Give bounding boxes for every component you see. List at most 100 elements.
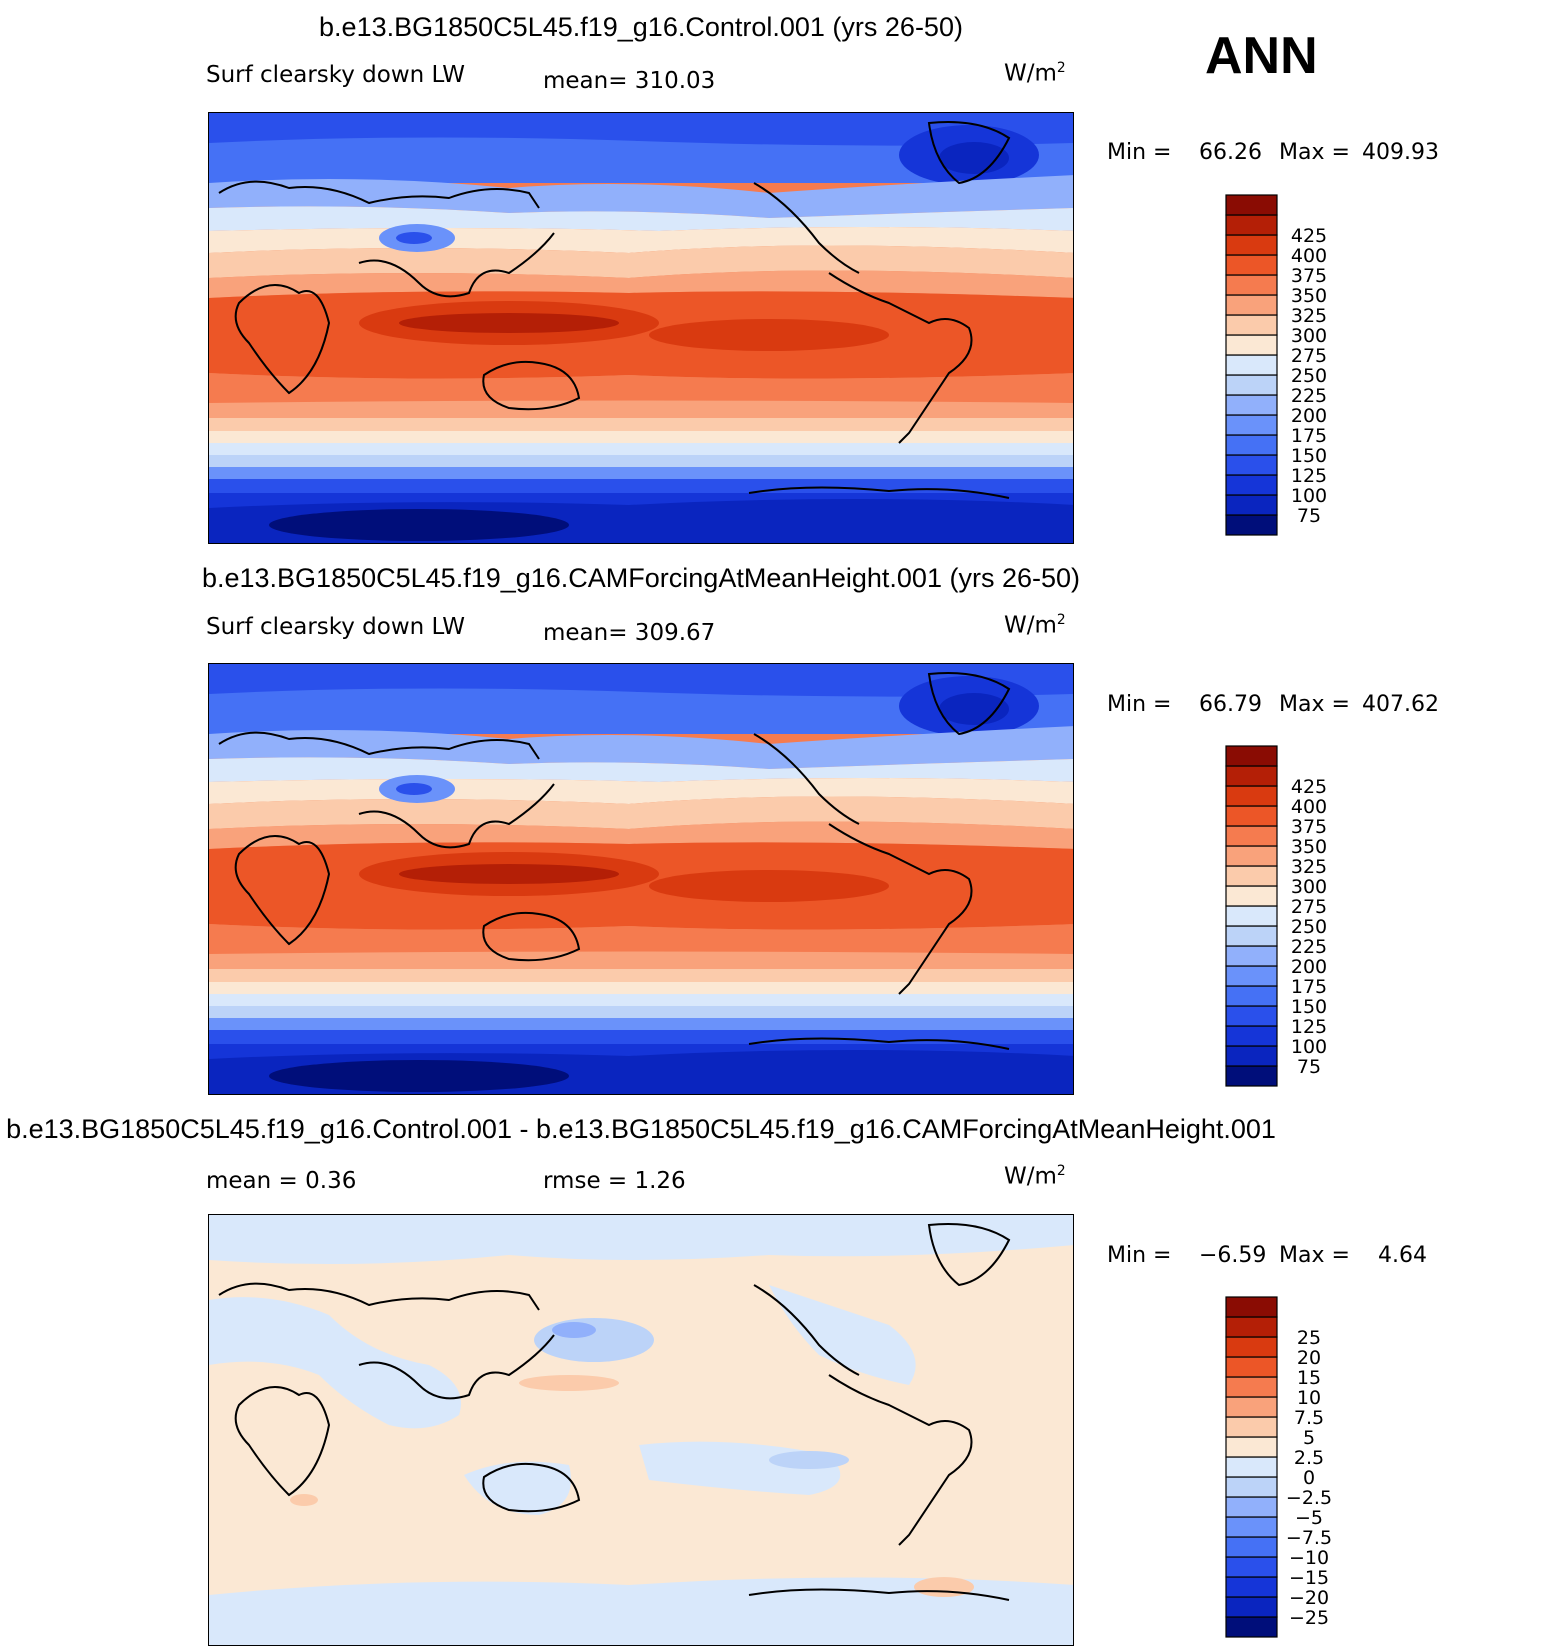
colorbar-tick-label: 350 <box>1291 285 1327 307</box>
max-value: 409.93 <box>1362 140 1439 165</box>
max-value: 407.62 <box>1362 692 1439 717</box>
max-label: Max = <box>1279 140 1350 165</box>
units-label: W/m2 <box>1004 60 1066 87</box>
colorbar-swatch <box>1225 414 1278 436</box>
colorbar-swatch <box>1225 1025 1278 1047</box>
max-label: Max = <box>1279 1243 1350 1268</box>
colorbar-swatch <box>1225 274 1278 296</box>
colorbar-tick-label: 15 <box>1297 1367 1321 1389</box>
colorbar-swatch <box>1225 825 1278 847</box>
colorbar-swatch <box>1225 1396 1278 1418</box>
variable-label: Surf clearsky down LW <box>206 62 465 88</box>
colorbar-case: 75 100 125 150 175 200 225 250 275 300 325 350 375 40… <box>1225 745 1327 1087</box>
colorbar-tick-label: 25 <box>1297 1327 1321 1349</box>
min-label: Min = <box>1107 692 1172 717</box>
colorbar-swatch <box>1225 985 1278 1007</box>
colorbar-swatch <box>1225 925 1278 947</box>
min-label: Min = <box>1107 1243 1172 1268</box>
colorbar-control: 75 100 125 150 175 200 225 250 275 300 325 350 375 40… <box>1225 194 1327 536</box>
colorbar-swatch <box>1225 905 1278 927</box>
colorbar-tick-label: 300 <box>1291 325 1327 347</box>
variable-label: Surf clearsky down LW <box>206 614 465 640</box>
mean-label: mean= 310.03 <box>543 68 716 94</box>
colorbar-tick-label: −10 <box>1289 1547 1329 1569</box>
colorbar-swatch <box>1225 1376 1278 1398</box>
colorbar: 7510012515017520022525027530032535037540… <box>1225 194 1327 536</box>
colorbar-tick-label: 5 <box>1303 1427 1315 1449</box>
colorbar-swatch <box>1225 234 1278 256</box>
colorbar-tick-label: 100 <box>1291 485 1327 507</box>
colorbar-swatch <box>1225 1436 1278 1458</box>
field-map <box>209 1215 1073 1645</box>
colorbar-tick-label: 175 <box>1291 425 1327 447</box>
field-map <box>209 664 1073 1094</box>
colorbar-swatch <box>1225 374 1278 396</box>
colorbar-swatch <box>1225 865 1278 887</box>
colorbar-tick-label: 275 <box>1291 896 1327 918</box>
colorbar-tick-label: 400 <box>1291 796 1327 818</box>
colorbar-swatch <box>1225 1456 1278 1478</box>
colorbar-swatch <box>1225 1516 1278 1538</box>
colorbar-tick-label: 150 <box>1291 445 1327 467</box>
colorbar-swatch <box>1225 885 1278 907</box>
colorbar-tick-label: −15 <box>1289 1567 1329 1589</box>
colorbar-swatch <box>1225 1316 1278 1338</box>
colorbar-tick-label: 150 <box>1291 996 1327 1018</box>
units-label: W/m2 <box>1004 612 1066 639</box>
colorbar-tick-label: 400 <box>1291 245 1327 267</box>
season-label: ANN <box>1205 27 1318 85</box>
map-case <box>208 663 1074 1095</box>
colorbar-swatch <box>1225 1356 1278 1378</box>
colorbar-tick-label: 325 <box>1291 856 1327 878</box>
colorbar-swatch <box>1225 845 1278 867</box>
colorbar-tick-label: 225 <box>1291 936 1327 958</box>
colorbar-swatch <box>1225 1536 1278 1558</box>
colorbar-tick-label: 250 <box>1291 365 1327 387</box>
colorbar-swatch <box>1225 1045 1278 1067</box>
colorbar-diff: −25 −20 −15 −10 −7.5 −5 −2.5 0 2.5 5 7.5 10 15 20 25 <box>1225 1296 1332 1638</box>
colorbar-tick-label: 10 <box>1297 1387 1321 1409</box>
max-value: 4.64 <box>1378 1243 1427 1268</box>
colorbar-swatch <box>1225 394 1278 416</box>
map-diff <box>208 1214 1074 1646</box>
colorbar-tick-label: −5 <box>1295 1507 1323 1529</box>
colorbar-tick-label: 100 <box>1291 1036 1327 1058</box>
colorbar-swatch <box>1225 1005 1278 1027</box>
units-label: W/m2 <box>1004 1163 1066 1190</box>
colorbar-tick-label: −20 <box>1289 1587 1329 1609</box>
colorbar-swatch <box>1225 1596 1278 1618</box>
colorbar-swatch <box>1225 1556 1278 1578</box>
panel-title: b.e13.BG1850C5L45.f19_g16.Control.001 - … <box>6 1114 1276 1144</box>
colorbar-tick-label: 375 <box>1291 265 1327 287</box>
colorbar-swatch <box>1225 1336 1278 1358</box>
panel-title: b.e13.BG1850C5L45.f19_g16.Control.001 (y… <box>319 12 963 42</box>
colorbar-tick-label: 325 <box>1291 305 1327 327</box>
colorbar-swatch <box>1225 1576 1278 1598</box>
colorbar-swatch <box>1225 1616 1278 1638</box>
colorbar-swatch <box>1225 785 1278 807</box>
panel-title: b.e13.BG1850C5L45.f19_g16.CAMForcingAtMe… <box>201 563 1080 593</box>
colorbar-swatch <box>1225 805 1278 827</box>
colorbar-tick-label: 125 <box>1291 465 1327 487</box>
colorbar-swatch <box>1225 314 1278 336</box>
rmse-label: rmse = 1.26 <box>543 1168 686 1194</box>
field-map <box>209 113 1073 543</box>
colorbar-tick-label: 200 <box>1291 405 1327 427</box>
colorbar-tick-label: 375 <box>1291 816 1327 838</box>
map-control <box>208 112 1074 544</box>
colorbar-swatch <box>1225 474 1278 496</box>
colorbar-tick-label: −7.5 <box>1286 1527 1332 1549</box>
colorbar-swatch <box>1225 965 1278 987</box>
colorbar-swatch <box>1225 454 1278 476</box>
colorbar-swatch <box>1225 1496 1278 1518</box>
colorbar: 7510012515017520022525027530032535037540… <box>1225 745 1327 1087</box>
colorbar-tick-label: −2.5 <box>1286 1487 1332 1509</box>
colorbar-swatch <box>1225 294 1278 316</box>
min-value: 66.26 <box>1199 140 1262 165</box>
colorbar-swatch <box>1225 354 1278 376</box>
colorbar-tick-label: 75 <box>1297 1056 1321 1078</box>
colorbar-swatch <box>1225 334 1278 356</box>
colorbar-swatch <box>1225 765 1278 787</box>
colorbar-swatch <box>1225 1476 1278 1498</box>
